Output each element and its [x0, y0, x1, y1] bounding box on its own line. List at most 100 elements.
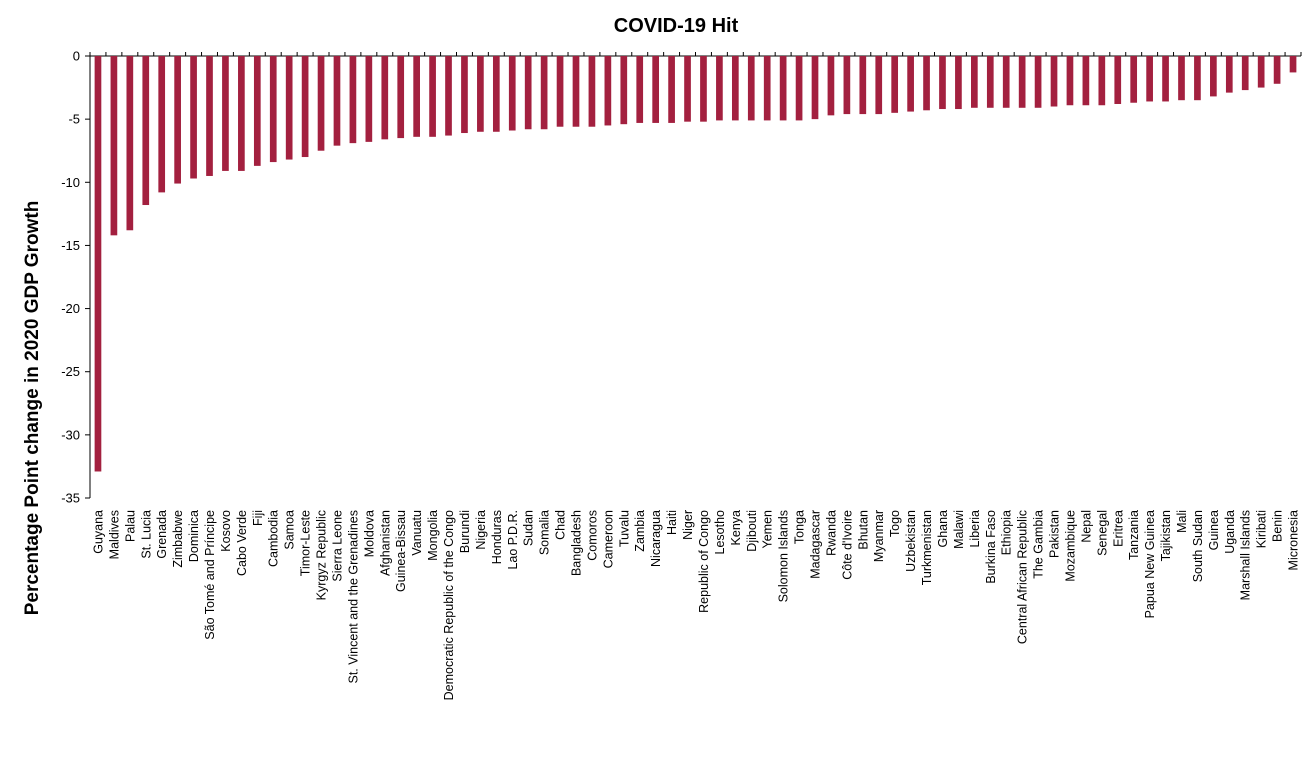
x-tick-label: Mali [1175, 510, 1189, 533]
bar [763, 56, 771, 121]
x-tick-label: Mozambique [1063, 510, 1077, 582]
bar [811, 56, 819, 120]
bar [381, 56, 389, 140]
x-tick-label: Cambodia [267, 510, 281, 567]
bar [492, 56, 500, 132]
x-tick-label: Lesotho [713, 510, 727, 555]
bar [891, 56, 899, 113]
bar [636, 56, 644, 123]
bar [222, 56, 229, 171]
bar [731, 56, 739, 121]
x-tick-label: Uzbekistan [904, 510, 918, 572]
x-tick-label: Guinea-Bissau [394, 510, 408, 592]
x-tick-label: Nicaragua [649, 510, 663, 567]
bar [524, 56, 532, 130]
x-tick-label: Ghana [936, 510, 950, 548]
x-axis [89, 52, 1302, 57]
x-tick-label: Zimbabwe [171, 510, 185, 568]
bar [397, 56, 405, 139]
bar [1194, 56, 1201, 101]
bar [110, 56, 118, 236]
bar [1162, 56, 1169, 102]
bar [1178, 56, 1185, 101]
bar [1146, 56, 1153, 102]
bar [779, 56, 787, 121]
bar [572, 56, 580, 127]
y-tick-label: -15 [61, 238, 80, 253]
bar [94, 56, 102, 472]
x-tick-label: Uganda [1223, 510, 1237, 554]
y-tick-label: -35 [61, 491, 80, 506]
bar [700, 56, 707, 122]
x-tick-label: Solomon Islands [777, 510, 791, 602]
x-tick-label: São Tomé and Príncipe [203, 510, 217, 640]
bar [317, 56, 325, 151]
x-tick-label: Madagascar [809, 510, 823, 579]
bar [588, 56, 596, 127]
bar [1018, 56, 1026, 108]
y-tick-label: -5 [68, 112, 80, 127]
x-tick-label: Chad [554, 510, 568, 540]
bar [1273, 56, 1281, 84]
x-tick-label: Afghanistan [378, 510, 392, 576]
x-tick-label: Benin [1271, 510, 1285, 542]
x-tick-label: Kenya [729, 510, 743, 545]
x-tick-label: Palau [123, 510, 137, 542]
bar [174, 56, 181, 184]
x-tick-label: Burkina Faso [984, 510, 998, 584]
bar [301, 56, 309, 158]
x-tick-label: Samoa [283, 510, 297, 550]
x-tick-label: Tuvalu [617, 510, 631, 547]
bar [1034, 56, 1042, 108]
bar [126, 56, 134, 231]
x-tick-label: Pakistan [1048, 510, 1062, 558]
x-tick-label: Togo [888, 510, 902, 537]
x-tick-label: Timor-Leste [299, 510, 313, 576]
bar [556, 56, 564, 127]
bar [747, 56, 755, 121]
bar [206, 56, 213, 176]
bar [365, 56, 373, 142]
bar [477, 56, 484, 132]
bar [1098, 56, 1106, 106]
x-tick-label: Myanmar [872, 510, 886, 562]
bar [238, 56, 245, 171]
x-tick-label: Sudan [522, 510, 536, 546]
x-tick-label: Yemen [761, 510, 775, 549]
x-tick-label: Senegal [1095, 510, 1109, 556]
bar [1257, 56, 1265, 88]
x-tick-label: Dominica [187, 510, 201, 562]
bar [604, 56, 612, 126]
bar [142, 56, 150, 206]
x-tick-label: Central African Republic [1016, 510, 1030, 644]
bar [668, 56, 675, 123]
bar [955, 56, 962, 110]
bar [875, 56, 883, 115]
bar [190, 56, 197, 179]
x-tick-label: Côte d'Ivoire [840, 510, 854, 580]
x-tick-label: Fiji [251, 510, 265, 526]
y-tick-label: -25 [61, 364, 80, 379]
x-tick-label: Comoros [585, 510, 599, 561]
bar [939, 56, 946, 110]
x-tick-label: Malawi [952, 510, 966, 549]
x-tick-label: Guinea [1207, 510, 1221, 550]
bar [1114, 56, 1122, 104]
x-tick-label: St. Lucia [139, 510, 153, 559]
bar [461, 56, 468, 134]
bar [1130, 56, 1138, 103]
x-tick-label: Kosovo [219, 510, 233, 552]
x-tick-label: Sierra Leone [330, 510, 344, 582]
bar [827, 56, 835, 116]
bar [859, 56, 867, 115]
x-tick-label: Nigeria [474, 510, 488, 550]
y-tick-label: -20 [61, 301, 80, 316]
x-tick-label: Bhutan [856, 510, 870, 550]
x-tick-label: Haiti [665, 510, 679, 535]
x-tick-label: South Sudan [1191, 510, 1205, 582]
bars [94, 56, 1297, 472]
x-tick-label: Tajikistan [1159, 510, 1173, 561]
bar [540, 56, 548, 130]
x-tick-label: Cameroon [601, 510, 615, 568]
